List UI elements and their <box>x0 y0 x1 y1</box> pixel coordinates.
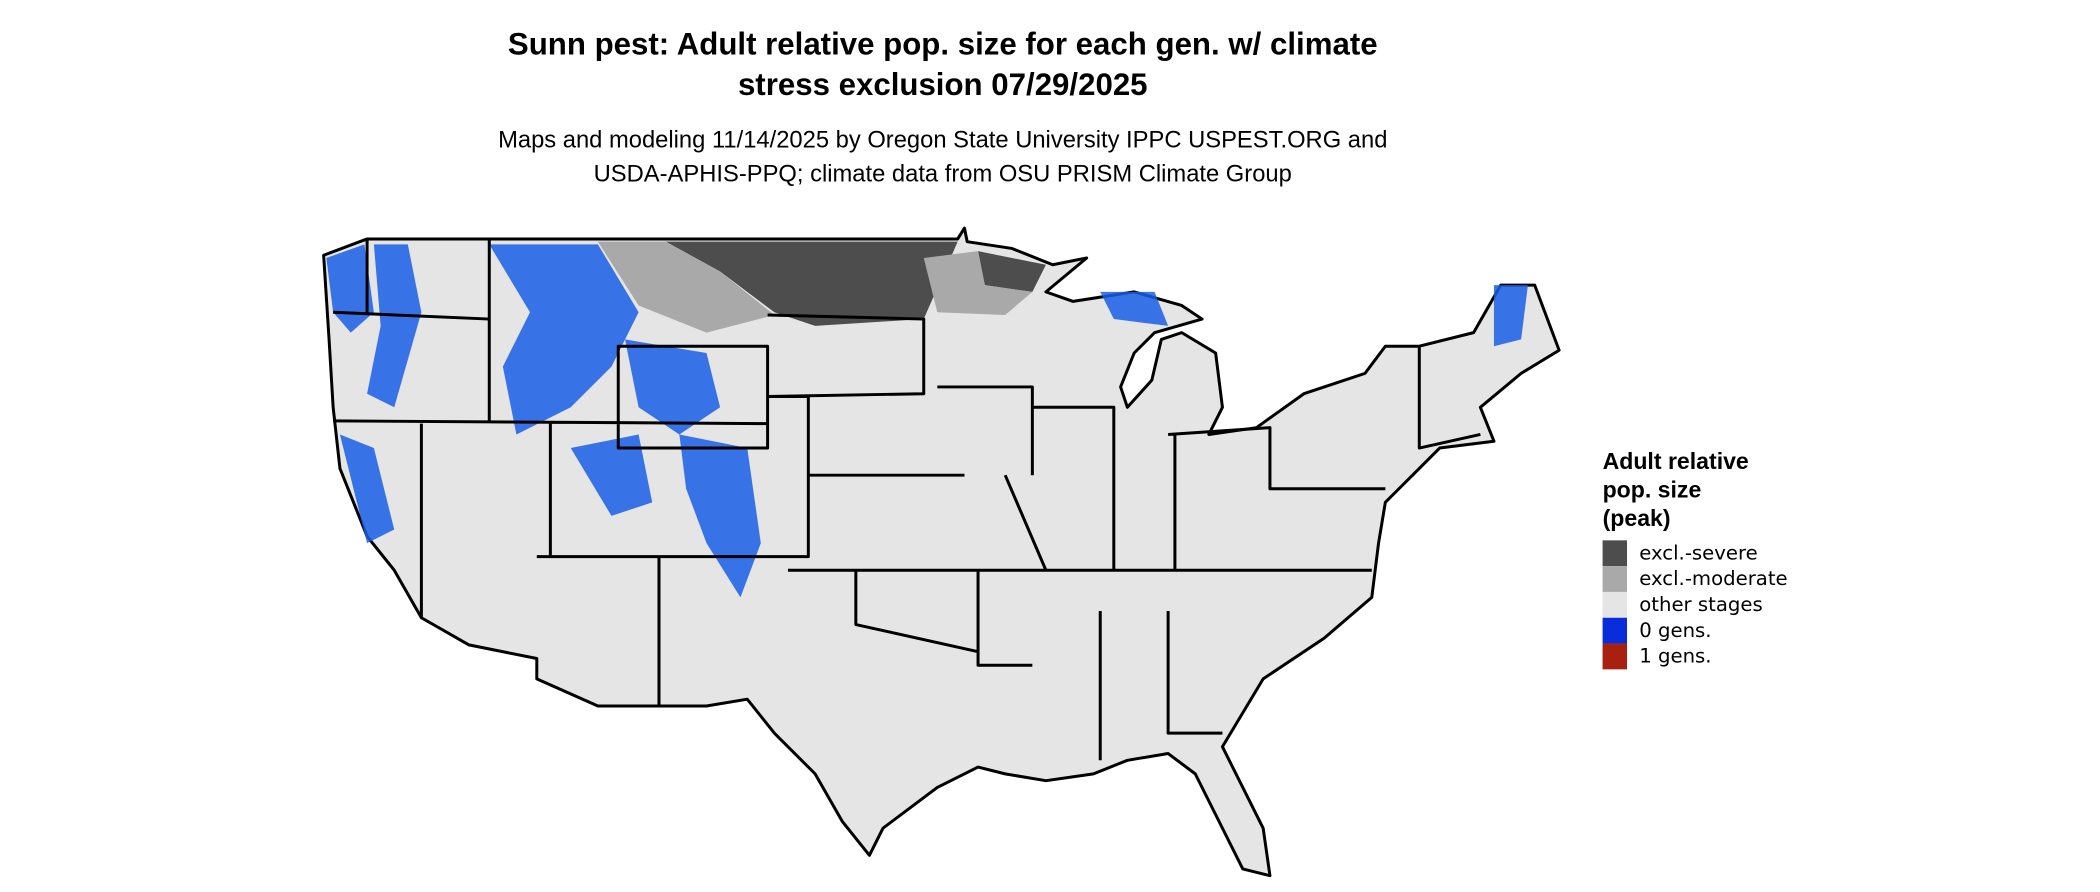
legend-title-line: (peak) <box>1603 505 1671 531</box>
legend-label: 1 gens. <box>1639 645 1711 668</box>
us-map <box>322 226 1561 878</box>
legend-swatch <box>1602 643 1628 670</box>
excl-moderate-area <box>597 241 1033 333</box>
legend-label: excl.-moderate <box>1639 567 1787 590</box>
zero-gens-area <box>326 244 1528 598</box>
legend-label: 0 gens. <box>1639 619 1711 642</box>
legend-title-line: pop. size <box>1603 477 1702 503</box>
legend-swatch <box>1602 566 1628 592</box>
us-land <box>322 226 1561 878</box>
title-line: Sunn pest: Adult relative pop. size for … <box>508 26 1378 61</box>
title-line: stress exclusion 07/29/2025 <box>738 67 1148 102</box>
titles: Sunn pest: Adult relative pop. size for … <box>498 26 1387 187</box>
legend-swatch <box>1602 540 1628 567</box>
state-borders <box>333 238 1481 761</box>
legend: Adult relative pop. size(peak) excl.-sever… <box>1602 448 1788 670</box>
legend-label: other stages <box>1639 593 1763 616</box>
legend-swatch <box>1602 617 1628 644</box>
subtitle-line: USDA-APHIS-PPQ; climate data from OSU PR… <box>594 160 1292 187</box>
excl-severe-area <box>665 241 1046 326</box>
subtitle-line: Maps and modeling 11/14/2025 by Oregon S… <box>498 126 1387 153</box>
legend-swatch <box>1602 591 1628 618</box>
legend-label: excl.-severe <box>1639 541 1758 564</box>
legend-title-line: Adult relative <box>1603 448 1749 474</box>
